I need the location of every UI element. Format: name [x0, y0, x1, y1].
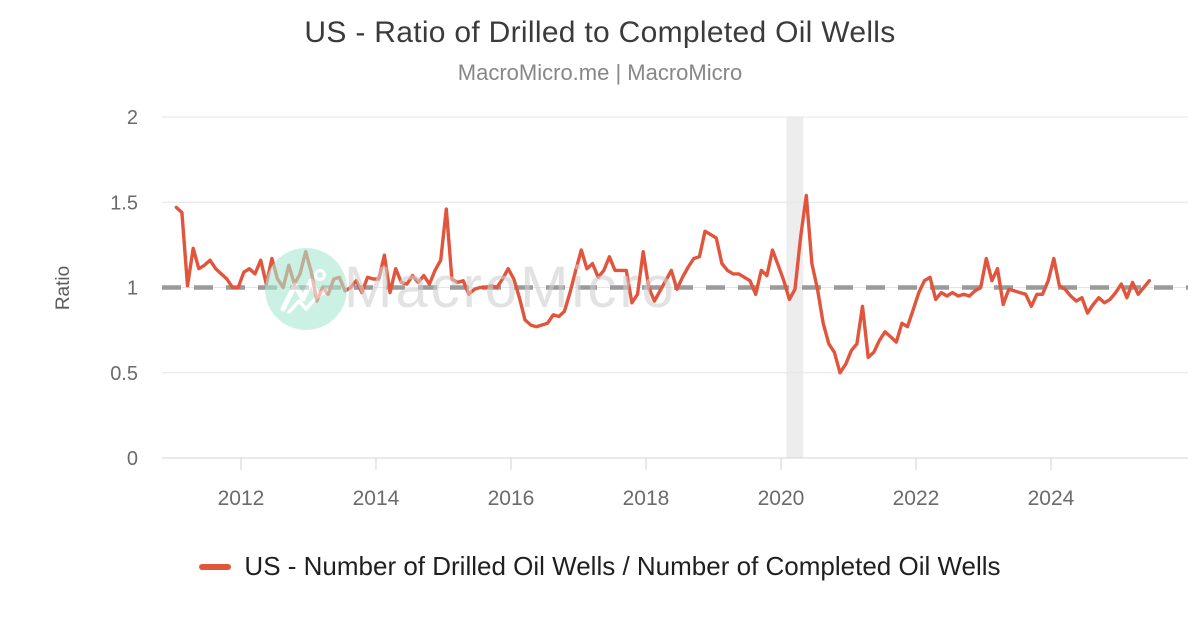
- y-tick-label: 1.5: [110, 192, 138, 214]
- y-tick-label: 2: [127, 107, 138, 129]
- x-axis: 2012 2014 2016 2018 2020 2022 2024: [218, 458, 1075, 510]
- macromicro-logo-icon: [280, 269, 329, 314]
- legend-label: US - Number of Drilled Oil Wells / Numbe…: [244, 551, 1001, 581]
- legend[interactable]: US - Number of Drilled Oil Wells / Numbe…: [0, 551, 1200, 582]
- x-tick-label: 2024: [1028, 487, 1075, 510]
- x-tick-label: 2020: [758, 487, 805, 510]
- x-tick-label: 2012: [218, 487, 265, 510]
- y-tick-label: 1: [127, 278, 138, 300]
- watermark-text: MacroMicro: [344, 255, 677, 320]
- chart-subtitle: MacroMicro.me | MacroMicro: [457, 60, 743, 85]
- y-axis: 0 0.5 1 1.5 2: [110, 107, 138, 470]
- y-tick-label: 0.5: [110, 363, 138, 385]
- chart-title: US - Ratio of Drilled to Completed Oil W…: [304, 16, 896, 49]
- x-tick-label: 2018: [623, 487, 670, 510]
- legend-swatch: [199, 563, 232, 570]
- watermark: MacroMicro: [265, 248, 677, 330]
- x-tick-label: 2022: [893, 487, 940, 510]
- x-tick-label: 2016: [488, 487, 535, 510]
- x-tick-label: 2014: [353, 487, 400, 510]
- y-tick-label: 0: [127, 448, 138, 470]
